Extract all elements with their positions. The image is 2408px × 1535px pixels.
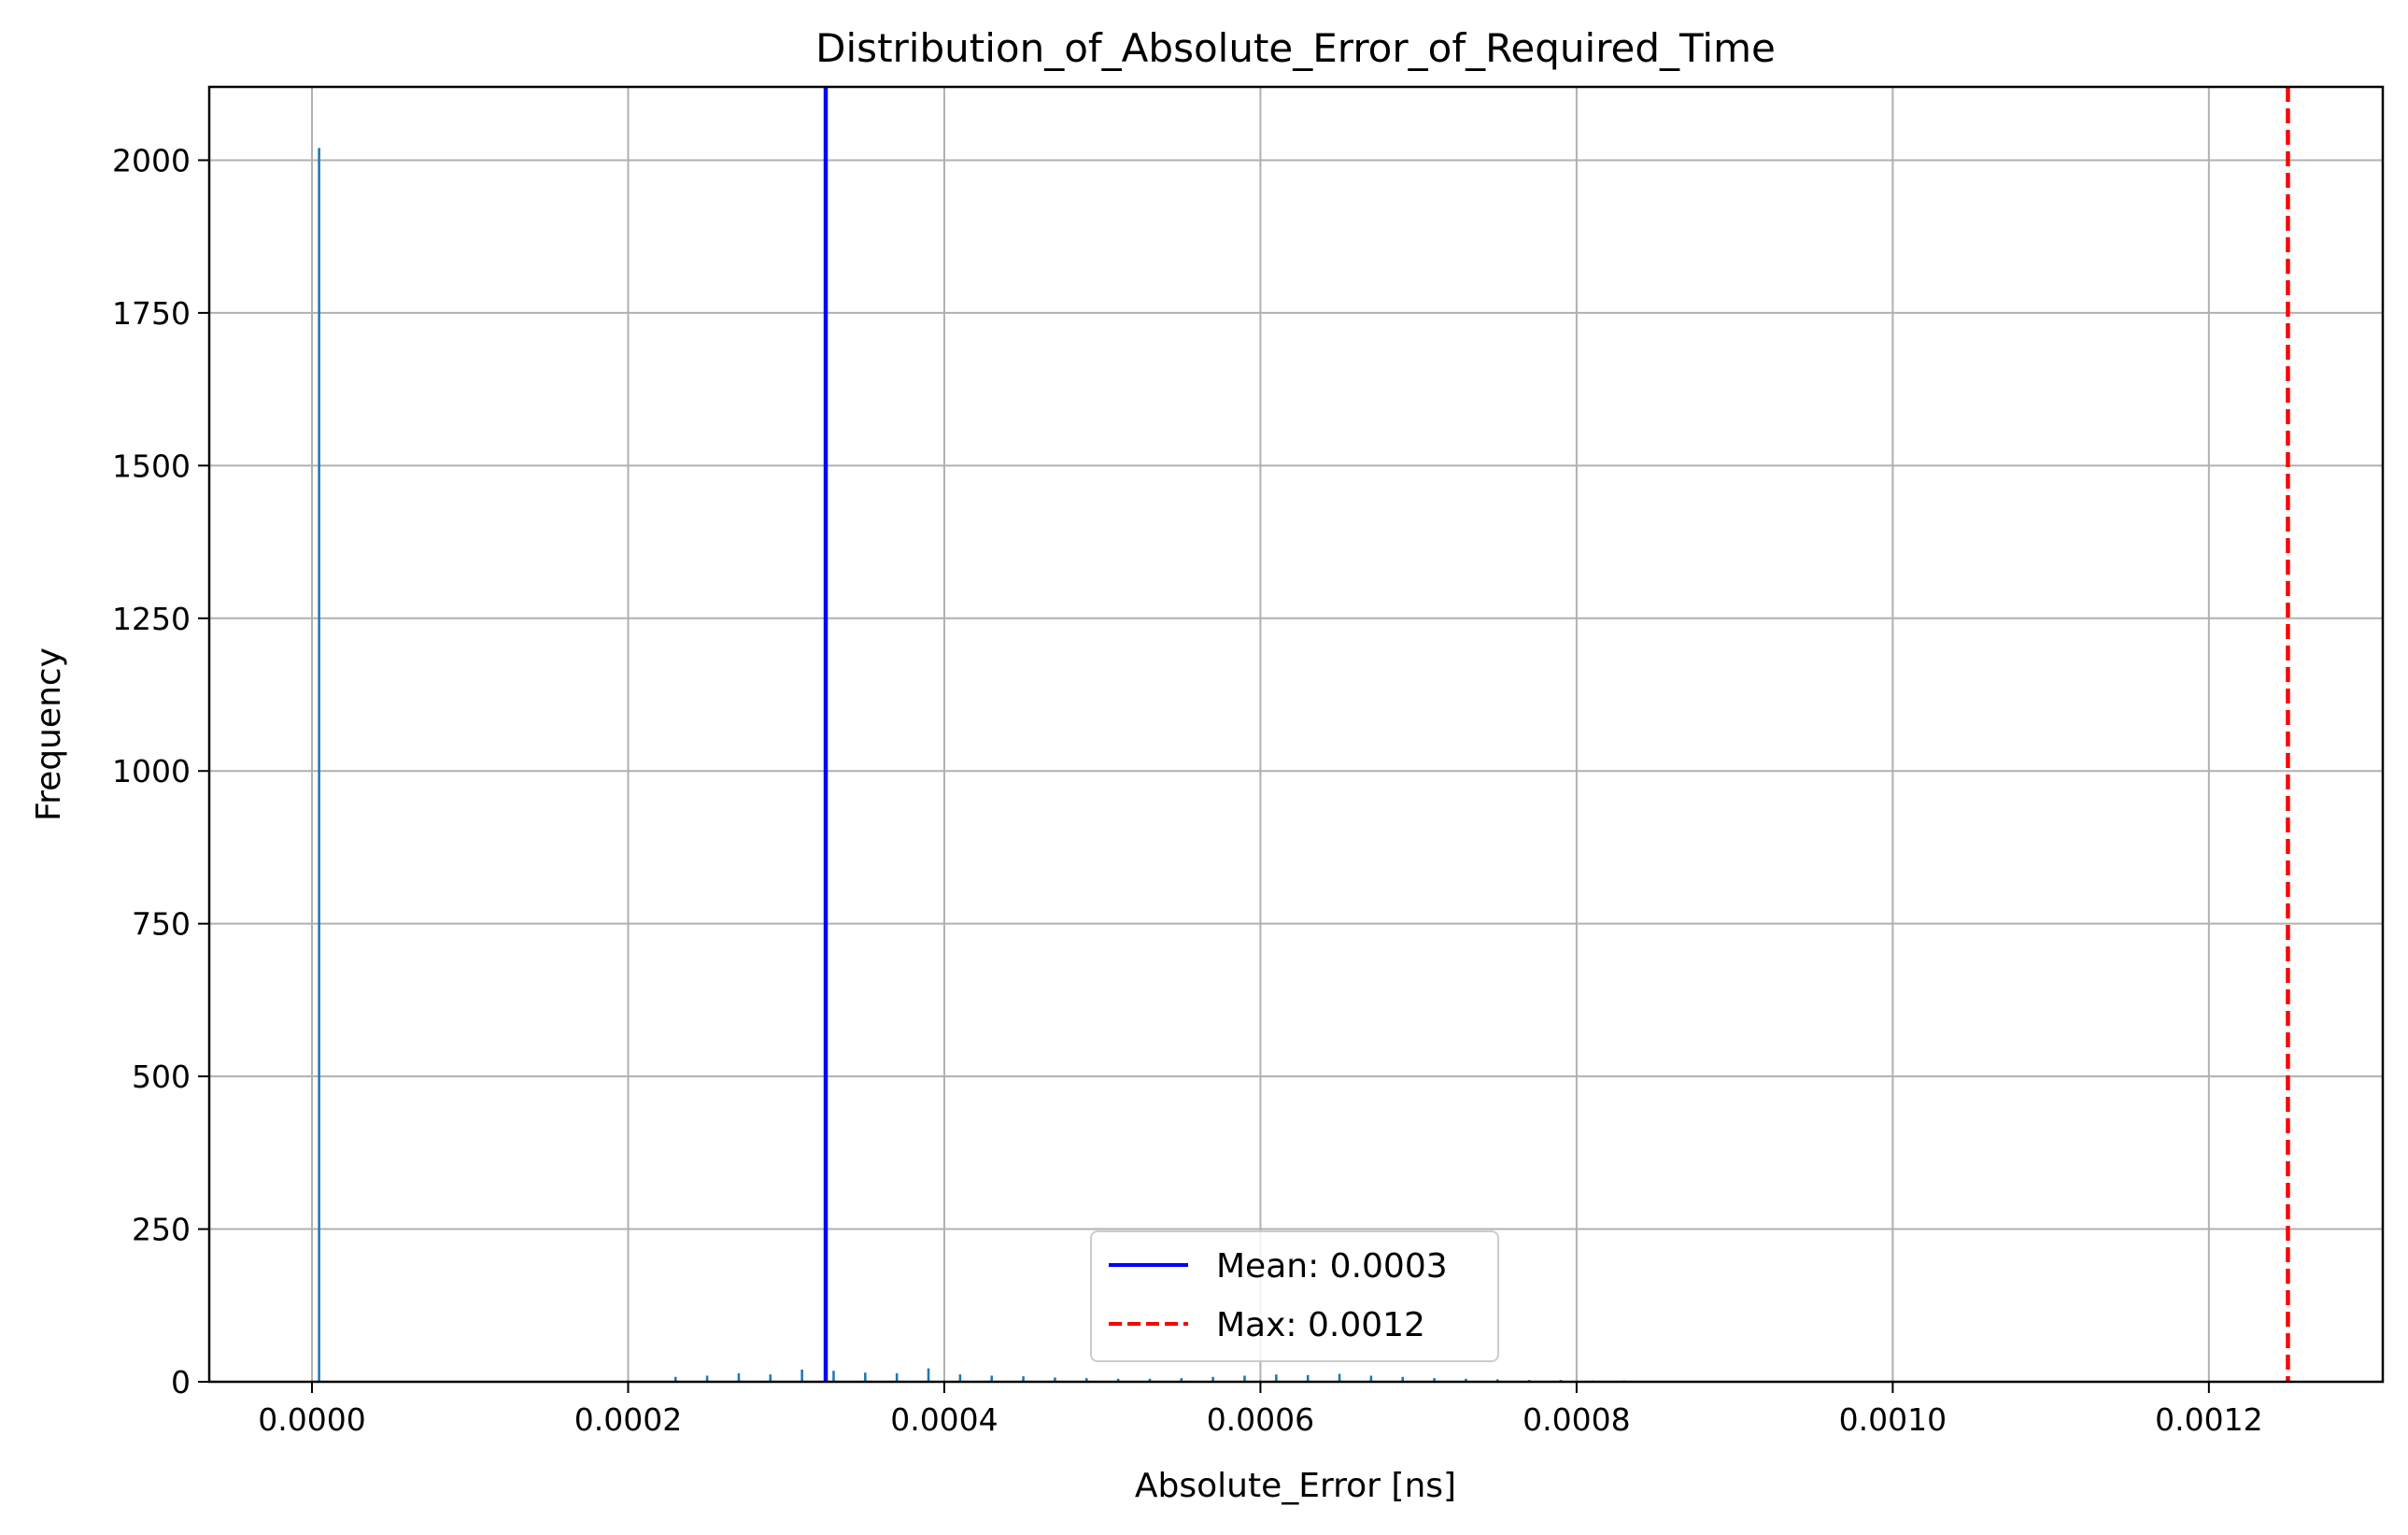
x-tick-label: 0.0012 (2155, 1401, 2262, 1438)
histogram-bar (1401, 1376, 1405, 1382)
plot-frame (207, 85, 2385, 1384)
histogram-bar (1054, 1377, 1056, 1382)
histogram-bar (705, 1375, 709, 1382)
histogram-bar (800, 1369, 803, 1382)
y-tick-label: 1000 (112, 753, 191, 789)
legend: Mean: 0.0003 Max: 0.0012 (1090, 1230, 1499, 1362)
y-tick-label: 750 (132, 906, 191, 943)
x-tick-label: 0.0000 (258, 1401, 365, 1438)
histogram-bar (1022, 1376, 1025, 1382)
histogram-bar (895, 1372, 899, 1382)
x-tick-label: 0.0002 (574, 1401, 682, 1438)
histogram-bar (990, 1375, 993, 1382)
histogram-bar (1180, 1378, 1183, 1382)
histogram-bar (1084, 1378, 1088, 1382)
y-tick-label: 250 (132, 1212, 191, 1248)
y-axis-label: Frequency (30, 647, 68, 821)
legend-max-label: Max: 0.0012 (1216, 1306, 1425, 1344)
histogram-bar (318, 148, 320, 1383)
x-tick-label: 0.0008 (1523, 1401, 1630, 1438)
y-tick-label: 1250 (112, 601, 191, 637)
histogram-bar (769, 1374, 772, 1382)
x-tick-label: 0.0006 (1207, 1401, 1314, 1438)
histogram-bar (1211, 1376, 1214, 1382)
reference-lines (823, 87, 2290, 1382)
histogram-bar (1306, 1374, 1310, 1382)
y-tick-label: 500 (132, 1059, 191, 1095)
histogram-bar (673, 1376, 677, 1382)
histogram-bar (1496, 1379, 1499, 1382)
histogram-bar (1369, 1375, 1373, 1382)
histogram-bar (1338, 1373, 1341, 1382)
histogram-bar (958, 1374, 962, 1382)
y-tick-label: 1500 (112, 448, 191, 484)
legend-box (1090, 1230, 1499, 1362)
histogram-bar (832, 1371, 835, 1382)
histogram-bar (1433, 1378, 1436, 1382)
histogram-bar (1243, 1375, 1246, 1382)
legend-mean-label: Mean: 0.0003 (1216, 1247, 1448, 1286)
chart-title: Distribution_of_Absolute_Error_of_Requir… (815, 25, 1776, 71)
histogram-bar (1148, 1378, 1152, 1382)
histogram-bar (1275, 1374, 1278, 1382)
y-tick-label: 1750 (112, 295, 191, 332)
histogram-bar (1116, 1378, 1120, 1382)
histogram-bar (737, 1372, 741, 1382)
x-tick-label: 0.0010 (1839, 1401, 1947, 1438)
histogram-bar (864, 1372, 867, 1382)
x-axis-ticks: 0.0000 0.0002 0.0004 0.0006 0.0008 0.0010 0.00… (258, 1382, 2263, 1438)
x-axis-label: Absolute_Error [ns] (1135, 1467, 1456, 1505)
histogram-bar (927, 1368, 930, 1382)
y-tick-label: 0 (171, 1364, 191, 1400)
x-tick-label: 0.0004 (890, 1401, 998, 1438)
y-axis-ticks: 0 250 500 750 1000 1250 1500 1750 2000 (112, 142, 209, 1400)
y-tick-label: 2000 (112, 142, 191, 178)
histogram-bar (1465, 1378, 1467, 1382)
